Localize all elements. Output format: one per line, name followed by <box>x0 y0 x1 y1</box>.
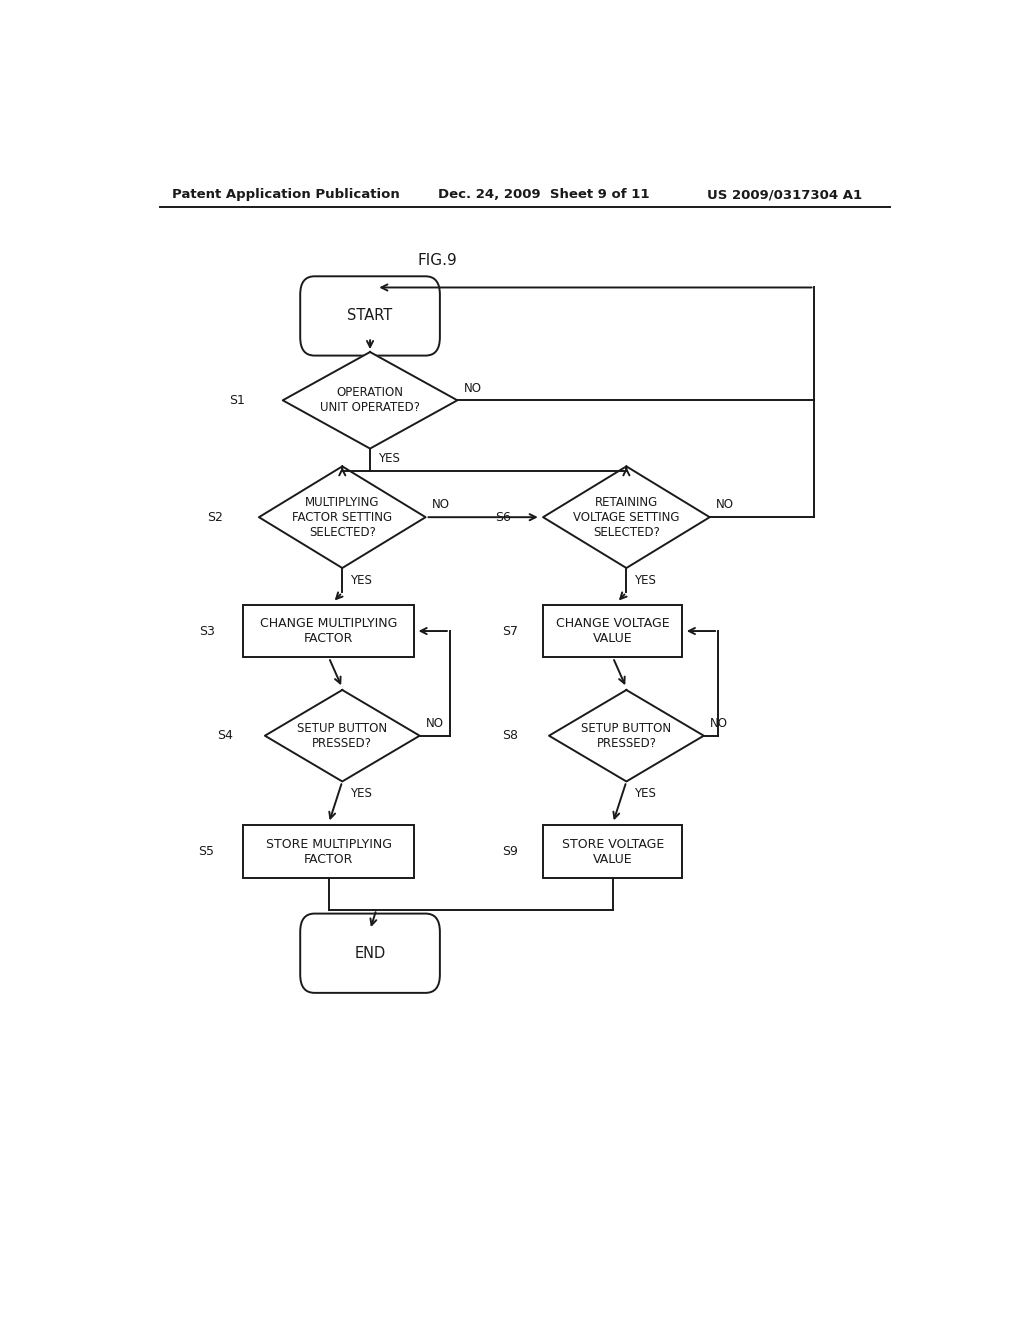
Polygon shape <box>283 352 458 449</box>
Text: NO: NO <box>716 499 734 511</box>
Text: NO: NO <box>464 381 481 395</box>
FancyBboxPatch shape <box>300 913 440 993</box>
Text: STORE MULTIPLYING
FACTOR: STORE MULTIPLYING FACTOR <box>266 838 392 866</box>
Text: RETAINING
VOLTAGE SETTING
SELECTED?: RETAINING VOLTAGE SETTING SELECTED? <box>573 496 680 539</box>
Polygon shape <box>259 466 426 568</box>
Polygon shape <box>265 690 420 781</box>
Text: YES: YES <box>634 574 656 586</box>
Text: NO: NO <box>426 717 444 730</box>
Bar <box>544 605 682 657</box>
Text: Dec. 24, 2009  Sheet 9 of 11: Dec. 24, 2009 Sheet 9 of 11 <box>437 189 649 202</box>
Text: Patent Application Publication: Patent Application Publication <box>172 189 399 202</box>
FancyBboxPatch shape <box>300 276 440 355</box>
Bar <box>244 605 414 657</box>
Polygon shape <box>549 690 703 781</box>
Text: YES: YES <box>350 787 372 800</box>
Text: S2: S2 <box>207 511 223 524</box>
Text: OPERATION
UNIT OPERATED?: OPERATION UNIT OPERATED? <box>321 387 420 414</box>
Text: START: START <box>347 309 392 323</box>
Text: S5: S5 <box>198 845 214 858</box>
Text: S8: S8 <box>503 729 518 742</box>
Text: S1: S1 <box>229 393 246 407</box>
Text: SETUP BUTTON
PRESSED?: SETUP BUTTON PRESSED? <box>297 722 387 750</box>
Text: CHANGE MULTIPLYING
FACTOR: CHANGE MULTIPLYING FACTOR <box>260 616 397 645</box>
Text: FIG.9: FIG.9 <box>418 252 458 268</box>
Text: END: END <box>354 945 386 961</box>
Text: US 2009/0317304 A1: US 2009/0317304 A1 <box>708 189 862 202</box>
Text: SETUP BUTTON
PRESSED?: SETUP BUTTON PRESSED? <box>582 722 672 750</box>
Text: YES: YES <box>350 574 372 586</box>
Text: S7: S7 <box>503 624 518 638</box>
Text: S6: S6 <box>495 511 511 524</box>
Text: S3: S3 <box>200 624 215 638</box>
Text: NO: NO <box>432 499 450 511</box>
Text: YES: YES <box>634 787 656 800</box>
Text: NO: NO <box>710 717 728 730</box>
Text: CHANGE VOLTAGE
VALUE: CHANGE VOLTAGE VALUE <box>556 616 670 645</box>
Bar <box>544 825 682 878</box>
Polygon shape <box>543 466 710 568</box>
Text: S9: S9 <box>503 845 518 858</box>
Text: MULTIPLYING
FACTOR SETTING
SELECTED?: MULTIPLYING FACTOR SETTING SELECTED? <box>292 496 392 539</box>
Bar <box>244 825 414 878</box>
Text: STORE VOLTAGE
VALUE: STORE VOLTAGE VALUE <box>562 838 664 866</box>
Text: YES: YES <box>378 453 399 465</box>
Text: S4: S4 <box>217 729 232 742</box>
